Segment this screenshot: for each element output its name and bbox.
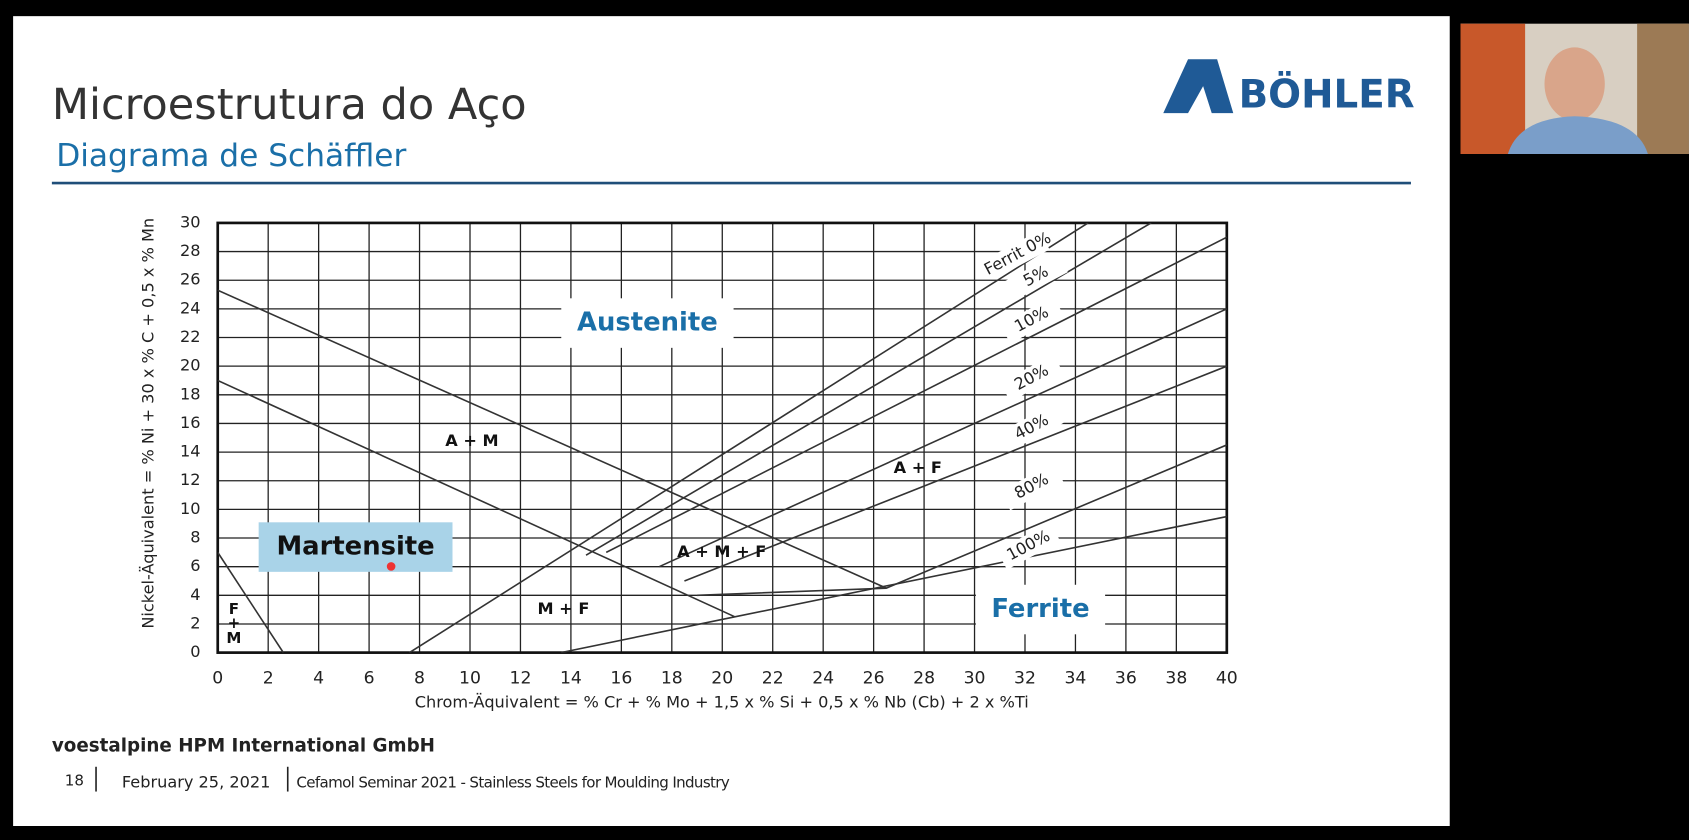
x-tick-label: 18 [661, 668, 683, 688]
plot-frame [216, 221, 1229, 654]
x-tick-label: 22 [762, 668, 784, 688]
boundary-line [409, 222, 1089, 653]
webcam-head [1544, 47, 1605, 121]
region-label: F [229, 600, 239, 618]
footer-page: 18 [65, 771, 84, 789]
boundary-line [560, 515, 1227, 653]
y-tick-label: 10 [180, 499, 201, 518]
x-tick-label: 36 [1115, 668, 1137, 688]
y-tick-label: 0 [190, 642, 200, 661]
line-label-bg [1000, 463, 1064, 511]
plot: 0 2 4 6 8 10 12 14 16 18 20 22 24 26 28 30 32 34 36 38 40024… [180, 212, 1238, 688]
x-tick-label: 30 [964, 668, 986, 688]
x-tick-label: 16 [610, 668, 632, 688]
x-tick-label: 28 [913, 668, 935, 688]
y-axis-label: Nickel-Äquivalent = % Ni + 30 x % C + 0,… [138, 218, 157, 629]
y-tick-label: 26 [180, 270, 201, 289]
x-tick-label: 38 [1165, 668, 1187, 688]
annotation-box [258, 522, 453, 572]
region-label: M + F [537, 599, 589, 618]
annotation-box [975, 584, 1106, 635]
x-tick-label: 34 [1064, 668, 1086, 688]
y-tick-label: 14 [180, 442, 201, 461]
boundary-line [658, 308, 1227, 568]
x-tick-label: 8 [414, 668, 425, 688]
pointer [386, 562, 396, 571]
y-tick-label: 28 [180, 241, 201, 260]
x-tick-label: 6 [364, 668, 375, 688]
region-label: A + M [445, 431, 498, 450]
slide-title: Microestrutura do Aço [52, 80, 527, 130]
line-label-bg [1000, 296, 1064, 344]
region-label: Austenite [577, 308, 718, 338]
x-tick-label: 4 [313, 668, 324, 688]
webcam-body [1507, 116, 1648, 154]
x-tick-label: 26 [863, 668, 885, 688]
x-tick-label: 14 [560, 668, 582, 688]
boundary-line [605, 236, 1227, 554]
line-label-bg [996, 522, 1061, 570]
footer-company: voestalpine HPM International GmbH [52, 735, 435, 756]
x-tick-label: 24 [812, 668, 834, 688]
boundary-line [697, 444, 1227, 597]
y-tick-label: 8 [190, 528, 200, 547]
x-tick-label: 32 [1014, 668, 1036, 688]
region-label: Martensite [276, 532, 434, 562]
footer-date: February 25, 2021 [122, 772, 271, 791]
webcam-shelf [1637, 23, 1689, 155]
region-label: A + F [894, 458, 942, 477]
footer-event: Cefamol Seminar 2021 - Stainless Steels … [296, 773, 730, 791]
x-tick-label: 2 [263, 668, 274, 688]
line-label-bg [1000, 354, 1064, 402]
y-tick-label: 2 [190, 613, 200, 632]
boundary-line [217, 289, 887, 589]
x-tick-label: 12 [509, 668, 531, 688]
boundary-line [684, 365, 1227, 582]
region-label: A + M + F [677, 542, 766, 561]
x-tick-label: 40 [1216, 668, 1238, 688]
line-label-bg [1000, 403, 1064, 452]
x-axis-label: Chrom-Äquivalent = % Cr + % Mo + 1,5 x %… [415, 693, 1029, 712]
y-tick-label: 18 [180, 384, 201, 403]
region-label: M [226, 629, 241, 647]
webcam [1460, 23, 1689, 155]
boundary-line [217, 379, 736, 618]
logo-mark [1163, 59, 1234, 114]
x-tick-label: 10 [459, 668, 481, 688]
y-tick-label: 4 [190, 585, 200, 604]
y-tick-label: 24 [180, 298, 201, 317]
slide-subtitle: Diagrama de Schäffler [56, 138, 406, 174]
y-tick-label: 16 [180, 413, 201, 432]
webcam-curtain [1460, 23, 1526, 155]
region-label: Ferrite [991, 594, 1089, 624]
region-label: + [228, 614, 241, 632]
y-tick-label: 6 [190, 556, 200, 575]
y-tick-label: 12 [180, 470, 201, 489]
annotation-box [561, 298, 734, 348]
logo-text: BÖHLER [1239, 70, 1415, 117]
x-tick-label: 20 [711, 668, 733, 688]
slide [13, 16, 1450, 826]
y-tick-label: 20 [180, 356, 201, 375]
boundary-line [217, 551, 284, 653]
boundary-line [585, 222, 1152, 556]
y-tick-label: 30 [180, 212, 201, 231]
line-label-bg [986, 230, 1050, 278]
line-label-bg [1004, 253, 1068, 301]
x-tick-label: 0 [212, 668, 223, 688]
y-tick-label: 22 [180, 327, 201, 346]
